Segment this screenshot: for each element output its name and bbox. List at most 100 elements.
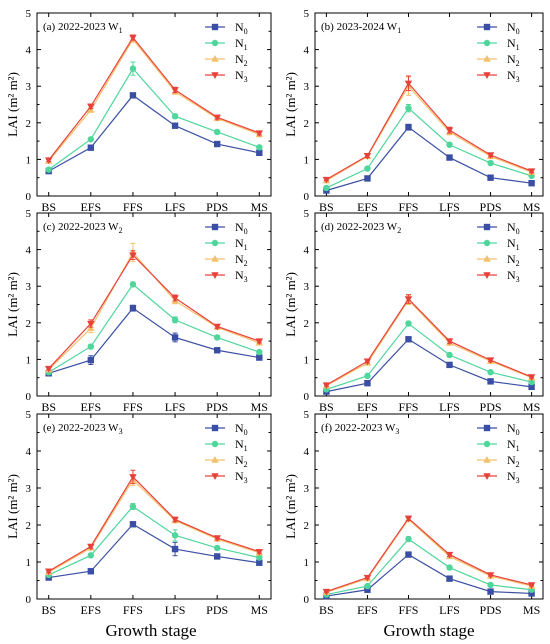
series-line-N1 <box>326 538 532 596</box>
y-tick-label: 3 <box>26 81 32 93</box>
series-line-N3 <box>326 298 532 386</box>
legend-label: N3 <box>235 268 248 284</box>
y-tick-label: 3 <box>304 281 310 293</box>
y-tick-label: 5 <box>26 8 32 20</box>
legend-label-main: N <box>235 20 244 34</box>
legend-label-sub: 2 <box>244 460 248 469</box>
legend-marker <box>211 272 219 279</box>
legend-label: N0 <box>235 421 248 437</box>
legend-label-main: N <box>235 220 244 234</box>
panel-label: (c) 2022-2023 W2 <box>43 221 123 235</box>
chart-panel-3: 0 1 2 3 4 5 BS EFS FFS LFS PDS MS LAI (m² m²) (c) 202… <box>5 208 272 414</box>
series-line-N0 <box>326 126 532 192</box>
legend-label-main: N <box>507 20 516 34</box>
legend-label-sub: 3 <box>244 476 248 485</box>
data-point-N1 <box>129 65 137 72</box>
series-line-N2 <box>326 299 532 387</box>
legend-label-main: N <box>507 437 516 451</box>
data-point-N0 <box>487 174 494 181</box>
data-point-N1 <box>364 582 371 590</box>
data-point-N3 <box>363 358 372 366</box>
series-line-N3 <box>326 82 532 181</box>
x-tick-label: EFS <box>80 400 101 414</box>
legend-marker <box>211 239 219 247</box>
data-point-N0 <box>129 521 137 528</box>
data-point-N0 <box>213 140 221 148</box>
data-point-N3 <box>45 365 53 373</box>
panel-label-sub: 2 <box>397 226 401 235</box>
series-line-N3 <box>48 475 260 572</box>
data-point-N1 <box>87 552 95 559</box>
legend-label-main: N <box>235 469 244 483</box>
panel-label-main: (a) 2022-2023 W <box>43 21 119 33</box>
legend-label-sub: 1 <box>244 444 248 453</box>
legend-label-sub: 0 <box>244 428 248 437</box>
legend-label: N3 <box>507 469 520 485</box>
data-point-N0 <box>256 559 263 566</box>
y-tick-label: 2 <box>26 118 32 130</box>
legend-label-main: N <box>507 469 516 483</box>
legend-label-main: N <box>507 36 516 50</box>
legend-label-sub: 3 <box>244 275 248 284</box>
legend-label-main: N <box>507 52 516 66</box>
x-tick-label: BS <box>319 200 334 214</box>
data-point-N3 <box>404 296 413 304</box>
data-point-N3 <box>213 114 221 122</box>
legend-label-sub: 0 <box>516 27 520 36</box>
data-point-N1 <box>256 348 263 356</box>
legend-label: N3 <box>235 68 248 84</box>
legend-label-sub: 1 <box>516 444 520 453</box>
data-point-N1 <box>487 581 494 589</box>
data-point-N3 <box>445 127 454 135</box>
data-point-N3 <box>486 152 495 160</box>
data-point-N3 <box>527 374 536 381</box>
data-point-N1 <box>171 316 179 324</box>
legend-marker <box>211 473 219 480</box>
y-tick-label: 3 <box>304 483 310 495</box>
y-tick-label: 3 <box>26 281 32 293</box>
y-tick-label: 1 <box>26 154 32 166</box>
data-point-N0 <box>446 154 453 161</box>
data-point-N0 <box>171 122 179 129</box>
x-tick-label: FFS <box>398 400 418 414</box>
data-point-N3 <box>255 338 263 346</box>
y-axis-title: LAI (m² m²) <box>283 272 298 337</box>
x-tick-label: EFS <box>357 400 378 414</box>
legend-label-sub: 0 <box>244 27 248 36</box>
data-point-N0 <box>487 378 494 385</box>
x-tick-label: MS <box>523 603 540 617</box>
series-line-N3 <box>48 254 260 369</box>
y-tick-label: 0 <box>26 594 32 606</box>
panel-label-main: (d) 2022-2023 W <box>321 221 398 233</box>
data-point-N3 <box>129 252 137 260</box>
x-tick-label: LFS <box>439 603 460 617</box>
legend-label: N2 <box>507 453 520 469</box>
data-point-N0 <box>528 590 535 597</box>
y-tick-label: 5 <box>26 409 32 421</box>
data-point-N3 <box>445 338 454 346</box>
legend-label-main: N <box>235 68 244 82</box>
legend-label: N1 <box>507 236 520 252</box>
panel-label-sub: 3 <box>395 427 399 436</box>
x-tick-label: BS <box>319 603 334 617</box>
data-point-N3 <box>486 357 495 365</box>
data-point-N3 <box>322 176 331 184</box>
data-point-N1 <box>405 320 412 327</box>
legend-marker <box>483 39 491 47</box>
y-tick-label: 4 <box>304 245 310 257</box>
legend-label: N3 <box>235 469 248 485</box>
legend-label-sub: 2 <box>244 59 248 68</box>
panel-label-sub: 1 <box>119 26 123 35</box>
chart-panel-1: 0 1 2 3 4 5 BS EFS FFS LFS PDS MS LAI (m² m²) (a) 202… <box>5 8 272 214</box>
data-point-N1 <box>213 128 221 136</box>
legend-marker <box>483 473 491 480</box>
legend-label: N3 <box>507 268 520 284</box>
data-point-N0 <box>364 175 371 182</box>
panel-label: (f) 2022-2023 W3 <box>321 422 399 436</box>
legend-label: N0 <box>507 20 520 36</box>
legend-label-sub: 1 <box>244 43 248 52</box>
data-point-N1 <box>446 351 453 359</box>
data-point-N3 <box>129 34 137 42</box>
x-tick-label: FFS <box>123 400 143 414</box>
legend-marker <box>483 239 491 247</box>
